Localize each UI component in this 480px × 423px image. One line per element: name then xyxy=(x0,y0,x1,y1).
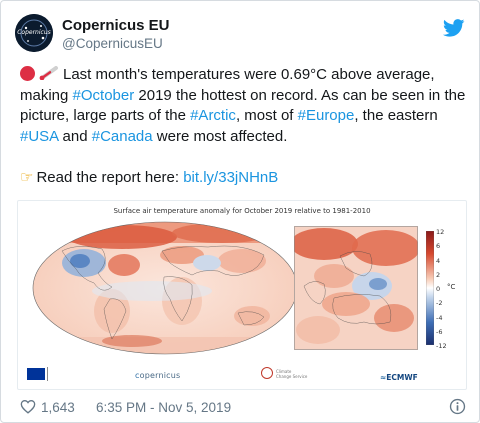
figure-title: Surface air temperature anomaly for Octo… xyxy=(113,207,371,215)
text-segment: making xyxy=(20,86,73,104)
colorbar-tick-label: -12 xyxy=(436,342,447,350)
hashtag-arctic[interactable]: #Arctic xyxy=(190,107,236,124)
tweet-media-image[interactable]: Surface air temperature anomaly for Octo… xyxy=(17,200,467,390)
avatar[interactable]: Copernicus xyxy=(15,14,53,52)
c3s-logo-icon xyxy=(261,367,273,379)
tweet-text: Last month's temperatures were 0.69°C ab… xyxy=(20,65,466,188)
hashtag-usa[interactable]: #USA xyxy=(20,127,59,145)
like-count[interactable]: 1,643 xyxy=(41,400,75,415)
tweet-line-4: #USA and #Canada were most affected. xyxy=(20,127,466,148)
colorbar-tick-label: 2 xyxy=(436,270,441,279)
eu-flag-icon xyxy=(27,368,45,380)
hashtag-canada[interactable]: #Canada xyxy=(91,127,153,145)
copernicus-logo-word: opernicus xyxy=(139,371,181,380)
colorbar-tick-label: 6 xyxy=(436,242,441,251)
c3s-line-2: Change Service xyxy=(276,374,308,379)
pointing-hand-icon: ☞ xyxy=(20,168,34,186)
text-segment: picture, large parts of the xyxy=(20,107,191,124)
hashtag-europe[interactable]: #Europe xyxy=(297,107,355,124)
tweet-line-1: Last month's temperatures were 0.69°C ab… xyxy=(20,65,466,86)
tweet-timestamp[interactable]: 6:35 PM - Nov 5, 2019 xyxy=(96,400,232,415)
tweet-line-2: making #October 2019 the hottest on reco… xyxy=(20,86,466,107)
hashtag-october[interactable]: #October xyxy=(72,86,135,104)
colorbar-tick-label: 4 xyxy=(436,256,441,265)
tweet-text-line1: Last month's temperatures were 0.69°C ab… xyxy=(63,66,435,83)
colorbar-tick-label: 12 xyxy=(436,228,445,236)
logo-divider xyxy=(47,367,48,381)
account-handle[interactable]: @CopernicusEU xyxy=(62,36,163,51)
colorbar-tick-label: -2 xyxy=(436,299,443,308)
text-segment: were most affected. xyxy=(152,127,288,145)
red-circle-icon xyxy=(20,66,35,81)
info-icon[interactable] xyxy=(449,398,466,415)
tweet-line-5: ☞ Read the report here: bit.ly/33jNHnB xyxy=(20,168,466,189)
tweet-footer: 1,643 6:35 PM - Nov 5, 2019 xyxy=(20,398,466,418)
colorbar-unit: °C xyxy=(447,283,456,291)
ecmwf-logo-word: ECMWF xyxy=(386,373,418,382)
text-segment: and xyxy=(58,127,92,145)
account-name[interactable]: Copernicus EU xyxy=(62,17,170,34)
text-segment: , most of xyxy=(235,107,298,124)
avatar-text: Copernicus xyxy=(17,29,51,36)
text-segment: Read the report here: xyxy=(36,168,184,186)
twitter-bird-icon[interactable] xyxy=(443,19,465,37)
text-segment: , the eastern xyxy=(354,107,438,124)
report-link[interactable]: bit.ly/33jNHnB xyxy=(183,168,279,186)
copernicus-logo-text: copernicus xyxy=(135,371,181,380)
colorbar-tick-label: 0 xyxy=(436,285,441,293)
c3s-logo-text: Climate Change Service xyxy=(276,369,307,379)
tweet-line-3: picture, large parts of the #Arctic, mos… xyxy=(20,106,466,127)
line-spacer xyxy=(20,147,466,168)
heart-icon[interactable] xyxy=(20,399,36,414)
c3s-line-1: Climate xyxy=(276,369,292,374)
copernicus-logo-icon xyxy=(15,14,53,52)
text-segment: 2019 the hottest on record. As can be se… xyxy=(134,86,466,104)
ecmwf-logo-text: ≈ECMWF xyxy=(380,373,418,382)
colorbar-tick-label: -6 xyxy=(436,327,443,336)
world-anomaly-map xyxy=(32,221,298,355)
colorbar-tick-label: -4 xyxy=(436,313,443,322)
europe-anomaly-map xyxy=(294,226,418,350)
thermometer-icon xyxy=(39,66,58,80)
colorbar xyxy=(426,231,434,345)
